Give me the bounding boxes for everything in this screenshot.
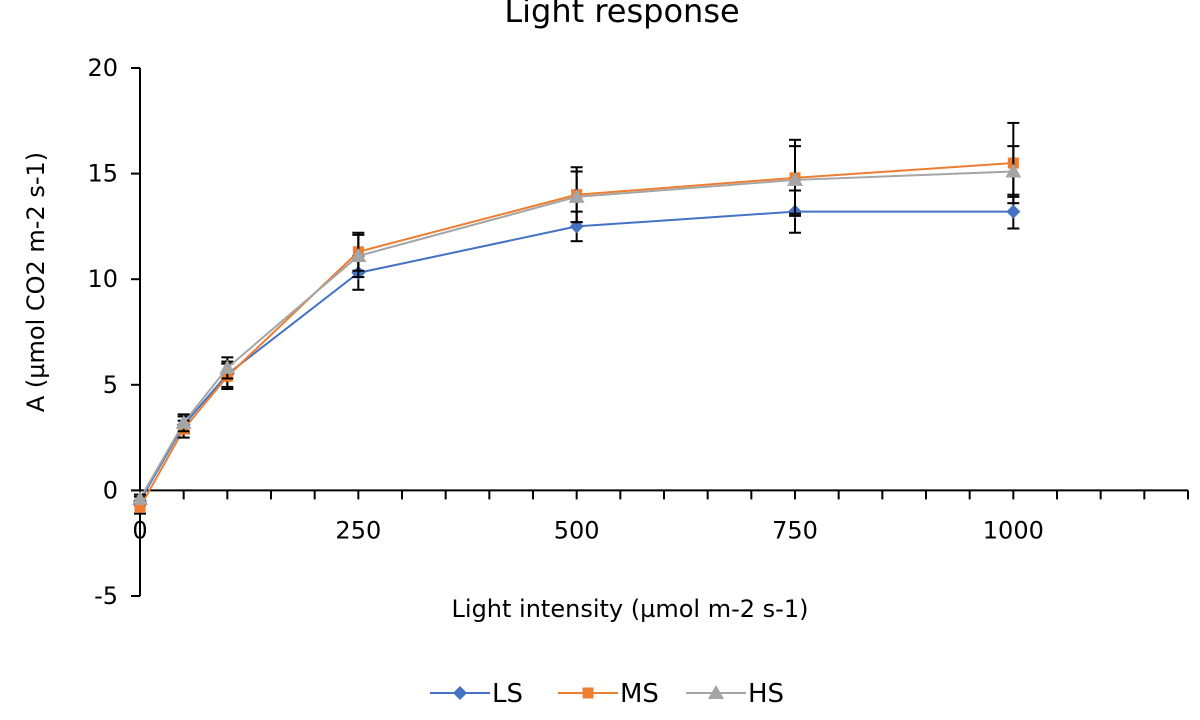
chart-title: Light response xyxy=(504,0,739,30)
x-tick-label: 1000 xyxy=(983,516,1044,544)
x-tick-label: 250 xyxy=(335,516,381,544)
series-hs xyxy=(132,145,1022,505)
y-tick-label: 20 xyxy=(87,54,118,82)
data-point-hs xyxy=(568,188,585,203)
data-point-hs xyxy=(175,414,192,429)
axes: -5 0 5 10 15 20 0 250 500 750 1000 xyxy=(87,54,1189,610)
x-axis-title: Light intensity (µmol m-2 s-1) xyxy=(452,595,809,623)
legend: LS MS HS xyxy=(430,679,784,709)
y-axis-title: A (µmol CO2 m-2 s-1) xyxy=(22,152,50,412)
series-ls xyxy=(133,189,1021,508)
legend-label: LS xyxy=(492,679,523,709)
y-tick-label: -5 xyxy=(94,582,118,610)
plot-area xyxy=(132,121,1022,515)
data-point-hs xyxy=(350,247,367,262)
x-tick-label: 500 xyxy=(554,516,600,544)
legend-label: HS xyxy=(748,679,784,709)
data-point-hs xyxy=(219,359,236,374)
data-point-hs xyxy=(787,171,803,186)
legend-label: MS xyxy=(620,679,659,709)
x-tick-label: 0 xyxy=(132,516,147,544)
legend-item-hs: HS xyxy=(686,679,784,709)
y-tick-label: 10 xyxy=(87,265,118,293)
y-tick-label: 5 xyxy=(103,371,118,399)
data-point-ms xyxy=(134,501,146,513)
x-tick-label: 750 xyxy=(772,516,818,544)
legend-swatch-marker xyxy=(708,685,724,699)
y-tick-label: 15 xyxy=(87,160,118,188)
data-point-hs xyxy=(1005,163,1022,178)
legend-item-ms: MS xyxy=(558,679,659,709)
series-line-ls xyxy=(139,210,1014,502)
data-point-hs xyxy=(132,490,148,505)
legend-swatch-marker xyxy=(453,686,467,700)
legend-item-ls: LS xyxy=(430,679,523,709)
y-tick-label: 0 xyxy=(103,476,118,504)
data-point-ls xyxy=(1006,204,1021,219)
legend-swatch-marker xyxy=(582,687,594,699)
